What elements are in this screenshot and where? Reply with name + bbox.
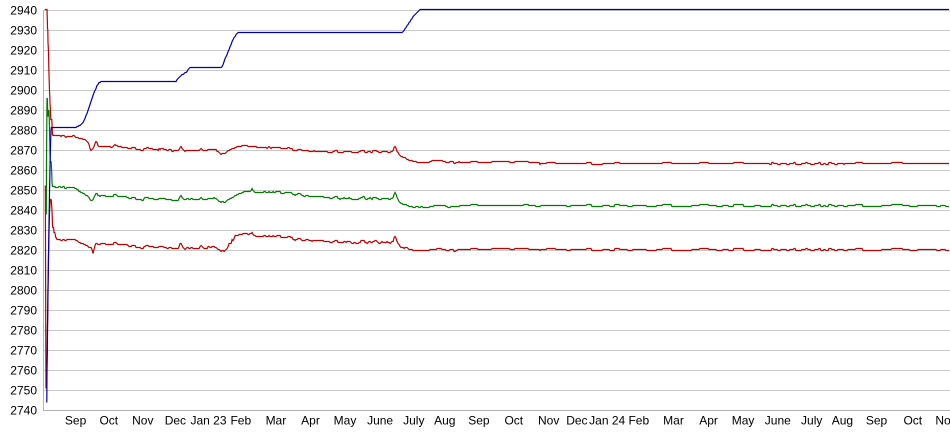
svg-text:Feb: Feb [230,413,251,427]
svg-text:2930: 2930 [10,23,37,37]
svg-text:2810: 2810 [10,263,37,277]
svg-text:May: May [732,413,755,427]
svg-text:2800: 2800 [10,283,37,297]
svg-text:2850: 2850 [10,183,37,197]
svg-text:Aug: Aug [832,413,853,427]
svg-text:2770: 2770 [10,343,37,357]
svg-text:2940: 2940 [10,3,37,17]
svg-text:Jan 23: Jan 23 [190,413,226,427]
svg-text:Oct: Oct [504,413,523,427]
svg-text:Nov: Nov [935,413,950,427]
svg-text:Dec: Dec [165,413,186,427]
svg-text:2750: 2750 [10,383,37,397]
svg-text:2910: 2910 [10,63,37,77]
svg-text:2890: 2890 [10,103,37,117]
svg-text:Sep: Sep [65,413,87,427]
svg-text:2920: 2920 [10,43,37,57]
svg-text:Apr: Apr [699,413,718,427]
svg-text:2860: 2860 [10,163,37,177]
svg-text:Oct: Oct [903,413,922,427]
svg-text:Jan 24: Jan 24 [589,413,625,427]
svg-text:Oct: Oct [99,413,118,427]
svg-text:Mar: Mar [266,413,287,427]
svg-text:2880: 2880 [10,123,37,137]
svg-text:Apr: Apr [301,413,320,427]
svg-text:Mar: Mar [663,413,684,427]
svg-text:Sep: Sep [468,413,490,427]
svg-text:Nov: Nov [538,413,559,427]
svg-text:2790: 2790 [10,303,37,317]
svg-text:July: July [801,413,822,427]
svg-text:June: June [367,413,393,427]
svg-text:2840: 2840 [10,203,37,217]
svg-text:2760: 2760 [10,363,37,377]
svg-text:2780: 2780 [10,323,37,337]
svg-text:2740: 2740 [10,403,37,417]
svg-text:Sep: Sep [866,413,888,427]
svg-text:2830: 2830 [10,223,37,237]
svg-text:June: June [765,413,791,427]
svg-text:Nov: Nov [132,413,153,427]
svg-text:2820: 2820 [10,243,37,257]
svg-text:2900: 2900 [10,83,37,97]
svg-text:July: July [403,413,424,427]
svg-text:2870: 2870 [10,143,37,157]
svg-text:May: May [334,413,357,427]
svg-text:Feb: Feb [628,413,649,427]
svg-text:Dec: Dec [566,413,587,427]
svg-text:Aug: Aug [434,413,455,427]
